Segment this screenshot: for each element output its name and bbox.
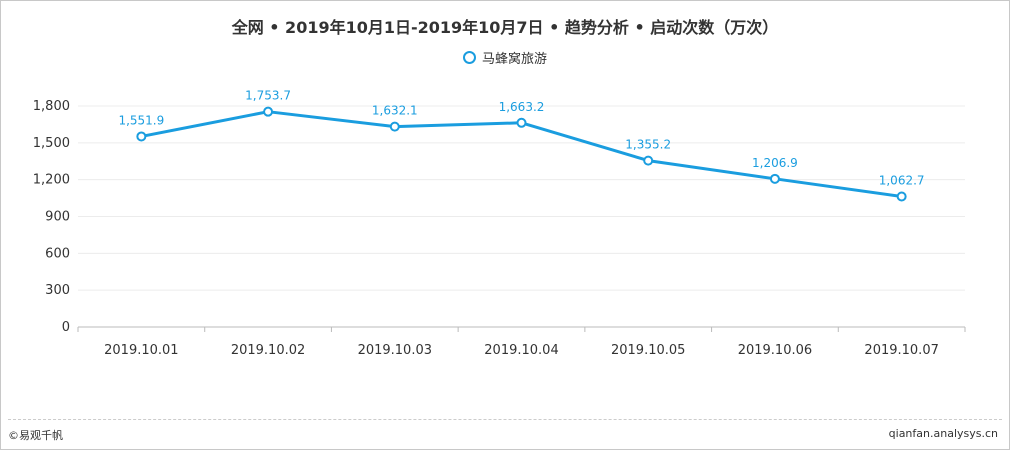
data-point [896,191,907,202]
data-point [643,155,654,166]
x-tick-label: 2019.10.06 [738,343,812,358]
legend-marker-icon [462,51,476,64]
data-label: 1,663.2 [499,100,545,114]
data-label: 1,551.9 [118,113,164,127]
legend-label: 马蜂窝旅游 [481,52,547,67]
y-tick-label: 1,200 [33,173,70,188]
data-label: 1,355.2 [625,138,671,152]
x-tick-label: 2019.10.01 [104,343,178,358]
data-label: 1,753.7 [245,89,291,103]
x-tick-label: 2019.10.04 [484,343,558,358]
data-point [389,121,400,132]
x-tick-label: 2019.10.03 [358,343,432,358]
legend[interactable]: 马蜂窝旅游 [0,48,1010,68]
y-tick-label: 0 [62,320,70,335]
data-label: 1,062.7 [879,174,925,188]
data-point [516,117,527,128]
source-url: qianfan.analysys.cn [888,427,998,440]
y-tick-label: 600 [45,246,70,261]
chart-title: 全网 • 2019年10月1日-2019年10月7日 • 趋势分析 • 启动次数… [231,18,779,37]
x-tick-label: 2019.10.02 [231,343,305,358]
y-tick-label: 1,500 [33,136,70,151]
y-tick-label: 300 [45,283,70,298]
data-point [263,106,274,117]
data-point [136,131,147,142]
x-tick-label: 2019.10.05 [611,343,685,358]
y-tick-label: 1,800 [33,99,70,114]
data-label: 1,206.9 [752,156,798,170]
footer-divider [8,419,1002,420]
data-label: 1,632.1 [372,104,418,118]
data-point [769,173,780,184]
copyright-text: ©易观千帆 [8,429,63,442]
y-tick-label: 900 [45,210,70,225]
x-tick-label: 2019.10.07 [864,343,938,358]
